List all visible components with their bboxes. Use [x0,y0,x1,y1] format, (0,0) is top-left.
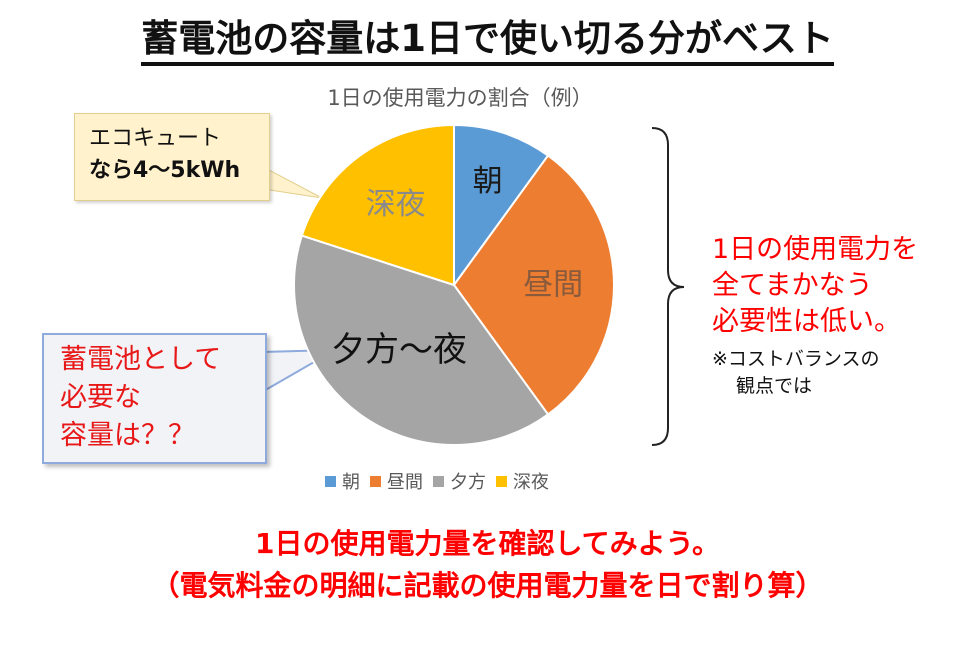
chart-legend: 朝 昼間 夕方 深夜 [325,468,549,494]
legend-label-深夜: 深夜 [513,472,549,493]
battery-capacity-callout: 蓄電池として 必要な 容量は？？ [42,333,267,464]
legend-swatch-昼間 [370,475,381,487]
legend-label-夕方: 夕方 [450,472,486,493]
right-note-sub-line1: ※コストバランスの [712,348,880,370]
pie-slice-朝 [453,123,550,289]
legend-label-朝: 朝 [342,472,360,493]
legend-swatch-深夜 [496,475,507,487]
bottom-message: 1日の使用電力量を確認してみよう。 （電気料金の明細に記載の使用電力量を日で割り… [0,523,975,607]
pie-slice-label-昼間: 昼間 [523,268,583,303]
legend-item-夕方: 夕方 [433,468,486,494]
page-title: 蓄電池の容量は1日で使い切る分がベスト [0,8,975,66]
chart-title: 1日の使用電力の割合（例） [327,86,593,110]
legend-swatch-夕方 [433,475,444,487]
pie-slice-label-深夜: 深夜 [366,187,426,222]
bottom-message-line2: （電気料金の明細に記載の使用電力量を日で割り算） [151,569,824,602]
pie-slice-label-夕方: 夕方～夜 [331,330,467,370]
legend-item-深夜: 深夜 [496,468,549,494]
ecocute-callout-line2: なら4～5kWh [89,158,241,183]
right-note-line2: 全てまかなう [712,270,873,301]
pie-slices [293,123,615,446]
pie-slice-深夜 [300,123,455,287]
ecocute-callout-line1: エコキュート [89,126,222,151]
bottom-message-line1: 1日の使用電力量を確認してみよう。 [255,527,720,560]
battery-callout-line2: 必要な [60,382,141,413]
legend-item-朝: 朝 [325,468,360,494]
battery-callout-line3: 容量は？？ [60,420,195,451]
legend-swatch-朝 [325,475,336,487]
right-note-line1: 1日の使用電力を [712,234,919,265]
pie-slice-label-朝: 朝 [473,164,503,199]
right-note: 1日の使用電力を 全てまかなう 必要性は低い。 [712,232,918,340]
battery-callout-line1: 蓄電池として [60,344,222,375]
pie-slice-夕方 [293,234,550,446]
right-brace [651,127,685,446]
pie-slice-昼間 [452,154,615,416]
ecocute-callout: エコキュート なら4～5kWh [74,113,270,201]
right-note-line3: 必要性は低い。 [712,306,901,337]
page-title-text: 蓄電池の容量は1日で使い切る分がベスト [141,17,834,66]
right-note-sub-line2: 観点では [736,375,813,397]
legend-label-昼間: 昼間 [387,472,423,493]
right-note-sub: ※コストバランスの 観点では [712,346,880,400]
legend-item-昼間: 昼間 [370,468,423,494]
